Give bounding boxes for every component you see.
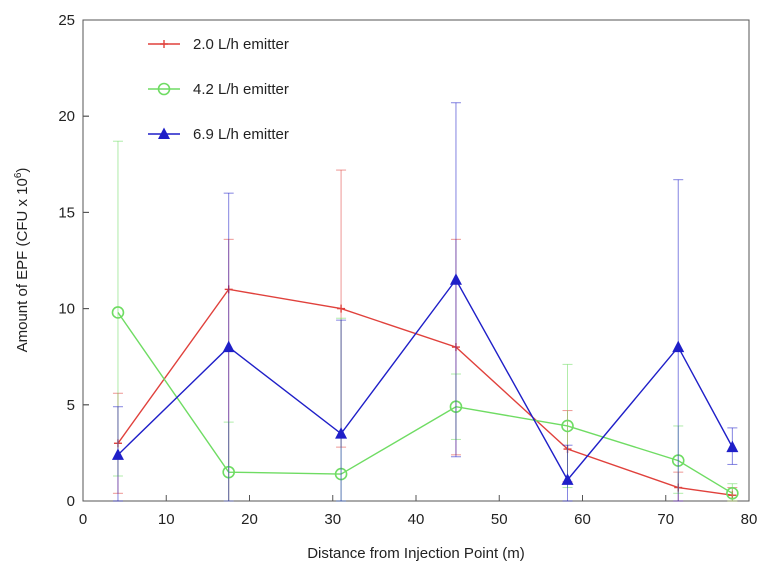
y-tick-label: 20 bbox=[58, 108, 75, 125]
x-axis-title: Distance from Injection Point (m) bbox=[307, 545, 525, 562]
y-tick-label: 25 bbox=[58, 12, 75, 29]
x-tick-label: 50 bbox=[491, 511, 508, 528]
data-point bbox=[111, 448, 124, 460]
series-3 bbox=[111, 102, 739, 502]
y-tick-label: 15 bbox=[58, 204, 75, 221]
x-tick-label: 30 bbox=[324, 511, 341, 528]
legend-item-3: 6.9 L/h emitter bbox=[148, 126, 289, 143]
plot-frame bbox=[82, 19, 750, 502]
data-point bbox=[561, 419, 574, 433]
y-tick-label: 5 bbox=[67, 397, 75, 414]
y-axis-title-end: ) bbox=[14, 168, 31, 173]
x-tick-label: 10 bbox=[158, 511, 175, 528]
legend-item-2: 4.2 L/h emitter bbox=[148, 81, 289, 98]
x-tick-label: 60 bbox=[574, 511, 591, 528]
data-point bbox=[672, 340, 685, 353]
legend-swatch-marker bbox=[158, 127, 170, 139]
x-tick-label: 0 bbox=[79, 511, 87, 528]
data-point bbox=[561, 473, 574, 485]
x-axis: 0 10 20 30 40 50 60 70 80 bbox=[79, 495, 758, 528]
y-axis-title-main: Amount of EPF (CFU x 10 bbox=[14, 178, 31, 352]
series-line bbox=[117, 278, 733, 482]
data-point bbox=[726, 487, 739, 500]
y-axis-title-superscript: 6 bbox=[13, 172, 24, 178]
legend-label: 6.9 L/h emitter bbox=[193, 126, 289, 143]
legend-swatch-marker bbox=[160, 40, 168, 48]
legend-label: 4.2 L/h emitter bbox=[193, 81, 289, 98]
data-point bbox=[337, 304, 346, 313]
data-point bbox=[111, 306, 125, 319]
data-point bbox=[449, 273, 462, 285]
data-point bbox=[726, 440, 739, 453]
y-tick-label: 0 bbox=[67, 493, 75, 510]
series-1 bbox=[112, 169, 738, 502]
x-tick-label: 70 bbox=[657, 511, 674, 528]
data-point bbox=[222, 340, 235, 353]
legend: 2.0 L/h emitter 4.2 L/h emitter 6.9 L/h em… bbox=[148, 36, 289, 143]
y-tick-label: 10 bbox=[58, 301, 75, 318]
series-layer bbox=[111, 102, 739, 502]
data-point bbox=[335, 427, 348, 439]
series-line bbox=[117, 312, 733, 494]
y-axis-title: Amount of EPF (CFU x 106) bbox=[13, 168, 31, 353]
x-tick-label: 20 bbox=[241, 511, 258, 528]
legend-label: 2.0 L/h emitter bbox=[193, 36, 289, 53]
y-axis: 0 5 10 15 20 25 bbox=[58, 12, 89, 510]
legend-item-1: 2.0 L/h emitter bbox=[148, 36, 289, 53]
x-tick-label: 40 bbox=[408, 511, 425, 528]
x-tick-label: 80 bbox=[741, 511, 758, 528]
legend-swatch-marker bbox=[157, 82, 171, 96]
